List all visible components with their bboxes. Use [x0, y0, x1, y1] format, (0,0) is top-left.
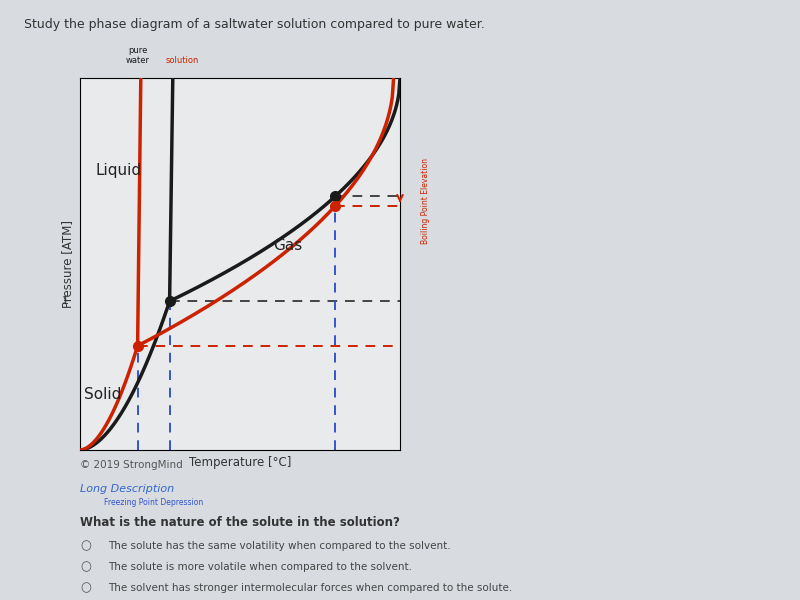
Text: The solvent has stronger intermolecular forces when compared to the solute.: The solvent has stronger intermolecular …	[108, 583, 512, 593]
Text: ○: ○	[80, 539, 91, 553]
Text: Long Description: Long Description	[80, 484, 174, 494]
Text: The solute is more volatile when compared to the solvent.: The solute is more volatile when compare…	[108, 562, 412, 572]
Text: © 2019 StrongMind: © 2019 StrongMind	[80, 460, 182, 470]
Text: Study the phase diagram of a saltwater solution compared to pure water.: Study the phase diagram of a saltwater s…	[24, 18, 485, 31]
X-axis label: Temperature [°C]: Temperature [°C]	[189, 455, 291, 469]
Text: Boiling Point Elevation: Boiling Point Elevation	[421, 158, 430, 244]
Text: Freezing Point Depression: Freezing Point Depression	[104, 499, 203, 508]
Text: The solute has the same volatility when compared to the solvent.: The solute has the same volatility when …	[108, 541, 450, 551]
Text: 1: 1	[62, 296, 69, 306]
Text: Solid: Solid	[84, 386, 121, 402]
Text: Liquid: Liquid	[95, 163, 142, 179]
Y-axis label: Pressure [ATM]: Pressure [ATM]	[62, 220, 74, 308]
Text: pure
water: pure water	[126, 46, 150, 65]
Text: solution: solution	[166, 56, 199, 65]
Text: ○: ○	[80, 581, 91, 595]
Text: What is the nature of the solute in the solution?: What is the nature of the solute in the …	[80, 516, 400, 529]
Text: Gas: Gas	[274, 238, 302, 253]
Text: ○: ○	[80, 560, 91, 574]
